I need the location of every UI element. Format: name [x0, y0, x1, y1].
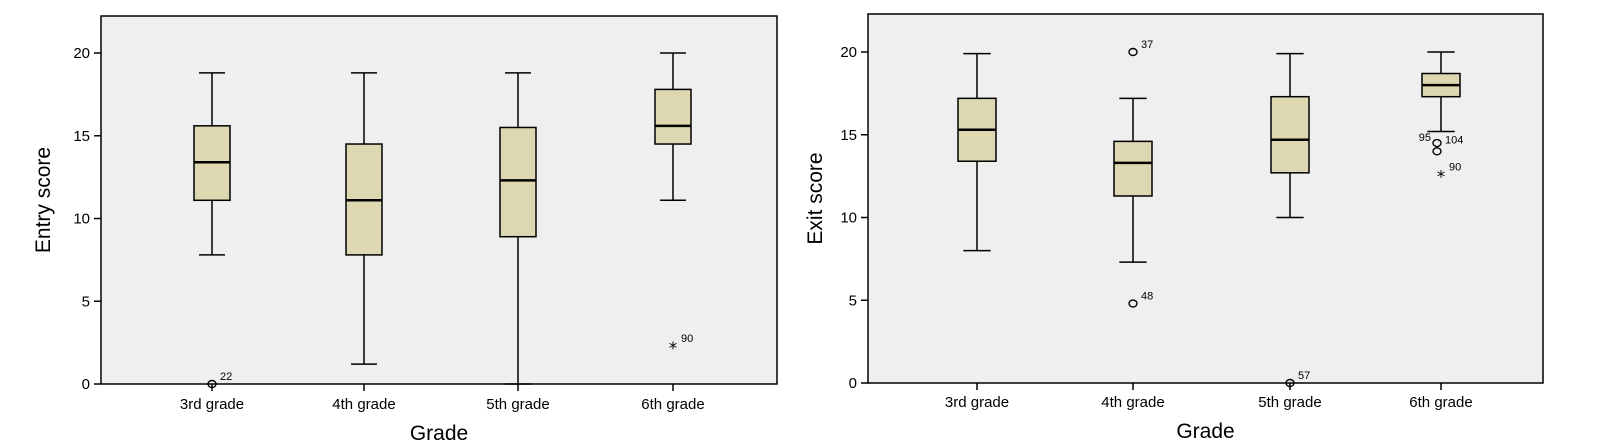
y-tick-label: 10	[73, 211, 90, 228]
x-tick-label: 6th grade	[641, 396, 704, 413]
outlier-label: 90	[1449, 161, 1461, 173]
y-tick-label: 5	[849, 292, 857, 309]
x-axis-title: Grade	[1176, 420, 1234, 443]
outlier-label: 104	[1445, 134, 1463, 146]
outlier-label: 57	[1298, 370, 1310, 382]
outlier-label: 95	[1419, 132, 1431, 144]
outlier-circle	[1285, 378, 1295, 388]
y-axis-title: Entry score	[32, 147, 55, 253]
x-tick-label: 3rd grade	[945, 394, 1009, 411]
x-tick-label: 5th grade	[486, 396, 549, 413]
y-tick-label: 20	[840, 44, 857, 61]
y-tick-label: 20	[73, 45, 90, 62]
y-tick-label: 10	[840, 210, 857, 227]
y-tick-label: 15	[73, 128, 90, 145]
x-tick-label: 3rd grade	[180, 396, 244, 413]
outlier-label: 48	[1141, 291, 1153, 303]
outlier-label: 37	[1141, 39, 1153, 51]
outlier-circle	[1128, 47, 1138, 57]
x-tick-label: 4th grade	[1101, 394, 1164, 411]
y-tick-label: 5	[82, 293, 90, 310]
box-4	[654, 88, 692, 145]
box-3	[1270, 95, 1310, 174]
outlier-circle	[207, 379, 217, 389]
box-2	[1113, 140, 1153, 197]
outlier-star: *	[669, 339, 678, 359]
x-tick-label: 4th grade	[332, 396, 395, 413]
x-tick-label: 5th grade	[1258, 394, 1321, 411]
y-tick-label: 0	[849, 375, 857, 392]
y-axis-title: Exit score	[804, 152, 827, 244]
outlier-circle	[1432, 138, 1442, 148]
box-3	[499, 126, 537, 238]
outlier-circle	[1128, 299, 1138, 308]
x-axis-title: Grade	[410, 422, 468, 445]
y-tick-label: 0	[82, 376, 90, 393]
outlier-circle	[1432, 147, 1442, 156]
outlier-label: 22	[220, 371, 232, 383]
y-tick-label: 15	[840, 127, 857, 144]
outlier-label: 90	[681, 333, 693, 345]
outlier-star: *	[1437, 167, 1446, 187]
x-tick-label: 6th grade	[1409, 394, 1472, 411]
